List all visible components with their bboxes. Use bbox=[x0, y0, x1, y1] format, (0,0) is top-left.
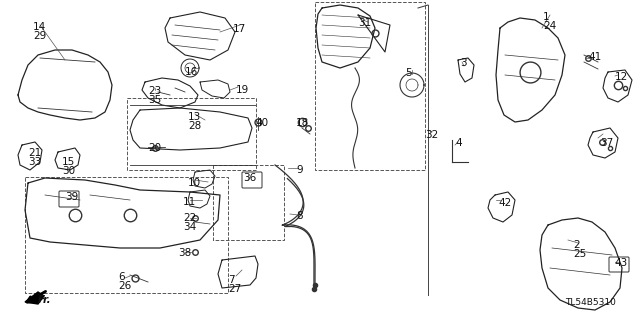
Text: 43: 43 bbox=[614, 258, 627, 268]
Text: 24: 24 bbox=[543, 21, 556, 31]
Bar bbox=[315, 2, 425, 170]
Text: 27: 27 bbox=[228, 284, 241, 294]
Text: 7: 7 bbox=[228, 275, 235, 285]
Text: 5: 5 bbox=[405, 68, 412, 78]
Text: 35: 35 bbox=[148, 95, 161, 105]
Bar bbox=[213, 165, 284, 240]
Text: 28: 28 bbox=[188, 121, 201, 131]
Text: 33: 33 bbox=[28, 157, 41, 167]
Text: 15: 15 bbox=[62, 157, 76, 167]
Text: 36: 36 bbox=[243, 173, 256, 183]
Text: 11: 11 bbox=[183, 197, 196, 207]
Text: 40: 40 bbox=[255, 118, 268, 128]
Text: 12: 12 bbox=[615, 72, 628, 82]
Text: 13: 13 bbox=[188, 112, 201, 122]
Text: 10: 10 bbox=[188, 178, 201, 188]
Text: 4: 4 bbox=[455, 138, 461, 148]
Text: 32: 32 bbox=[425, 130, 438, 140]
Text: 2: 2 bbox=[573, 240, 580, 250]
Bar bbox=[127, 98, 256, 170]
Polygon shape bbox=[25, 292, 44, 304]
Text: 30: 30 bbox=[62, 166, 75, 176]
Text: TL54B5310: TL54B5310 bbox=[565, 298, 616, 307]
Text: 25: 25 bbox=[573, 249, 586, 259]
Text: Fr.: Fr. bbox=[38, 295, 52, 305]
Text: 6: 6 bbox=[118, 272, 125, 282]
Text: 21: 21 bbox=[28, 148, 41, 158]
Text: 17: 17 bbox=[233, 24, 246, 34]
Text: 9: 9 bbox=[296, 165, 303, 175]
Text: 16: 16 bbox=[185, 67, 198, 77]
Text: 26: 26 bbox=[118, 281, 131, 291]
Text: 29: 29 bbox=[33, 31, 46, 41]
Bar bbox=[25, 177, 228, 293]
Text: 20: 20 bbox=[148, 143, 161, 153]
Text: 14: 14 bbox=[33, 22, 46, 32]
Text: 19: 19 bbox=[236, 85, 249, 95]
Text: 38: 38 bbox=[178, 248, 191, 258]
Text: 37: 37 bbox=[600, 138, 613, 148]
Text: 1: 1 bbox=[543, 12, 550, 22]
Text: 3: 3 bbox=[460, 58, 467, 68]
Text: 23: 23 bbox=[148, 86, 161, 96]
Text: 41: 41 bbox=[588, 52, 601, 62]
Text: 8: 8 bbox=[296, 211, 303, 221]
Text: 34: 34 bbox=[183, 222, 196, 232]
Text: 42: 42 bbox=[498, 198, 511, 208]
Text: 18: 18 bbox=[296, 118, 309, 128]
Text: 39: 39 bbox=[65, 192, 78, 202]
Text: 22: 22 bbox=[183, 213, 196, 223]
Text: 31: 31 bbox=[358, 18, 371, 28]
